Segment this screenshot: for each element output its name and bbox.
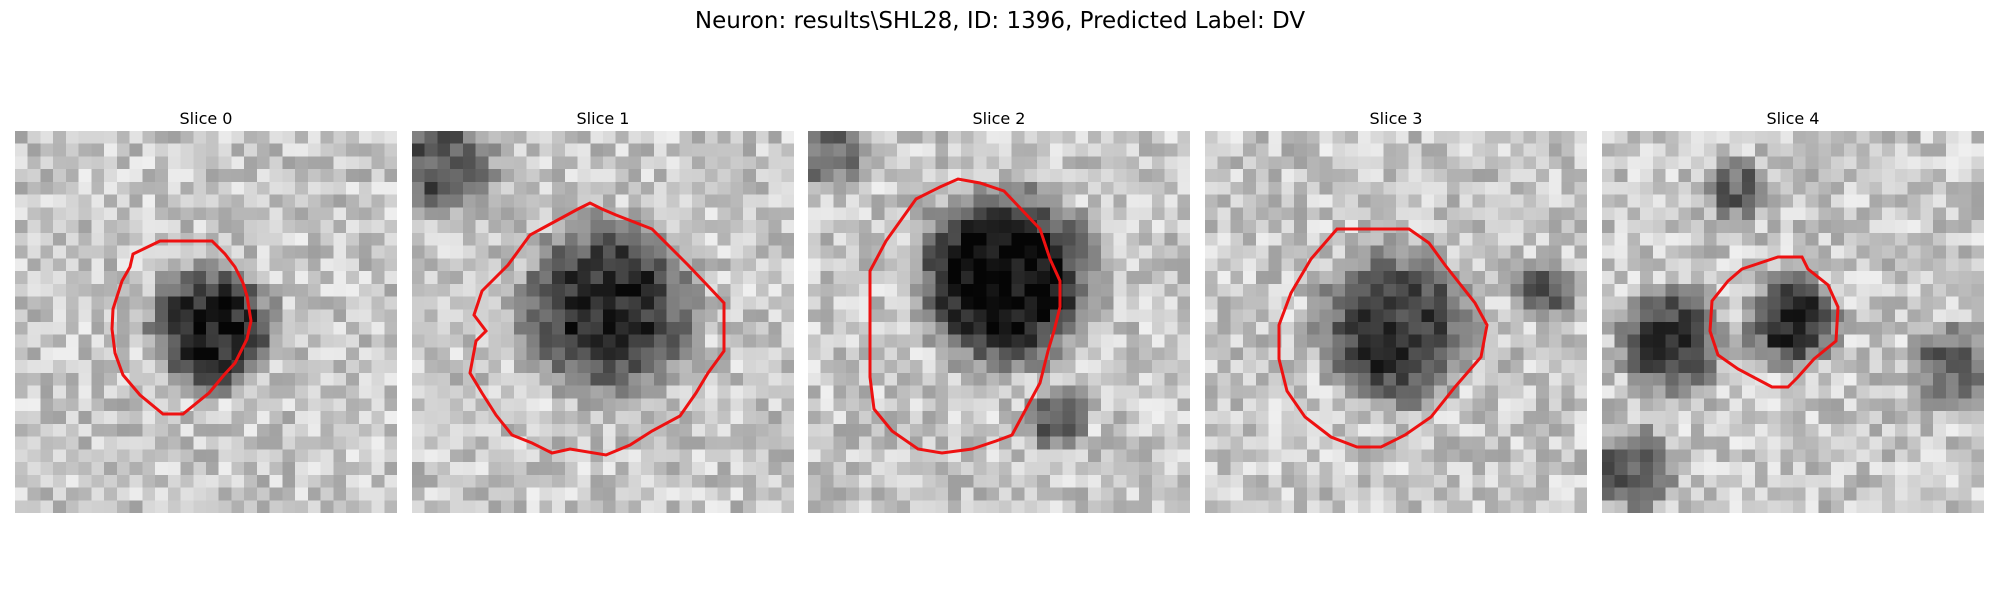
slice-title: Slice 4 bbox=[1766, 109, 1820, 128]
slice-image bbox=[1205, 131, 1587, 513]
segmentation-contour bbox=[468, 201, 726, 457]
slice-image bbox=[412, 131, 794, 513]
contour-outline bbox=[468, 201, 726, 457]
contour-outline bbox=[1708, 255, 1840, 389]
grayscale-slice bbox=[808, 131, 1190, 513]
grayscale-slice bbox=[1205, 131, 1587, 513]
slice-image bbox=[15, 131, 397, 513]
slice-panel-3: Slice 3 bbox=[1205, 108, 1587, 513]
grayscale-slice bbox=[15, 131, 397, 513]
slice-title: Slice 3 bbox=[1369, 109, 1423, 128]
grayscale-slice bbox=[1602, 131, 1984, 513]
slice-title: Slice 0 bbox=[179, 109, 233, 128]
slice-image bbox=[1602, 131, 1984, 513]
contour-outline bbox=[868, 177, 1062, 455]
segmentation-contour bbox=[868, 177, 1062, 455]
segmentation-contour bbox=[1708, 255, 1840, 389]
slice-panel-0: Slice 0 bbox=[15, 108, 397, 513]
grayscale-slice bbox=[412, 131, 794, 513]
contour-outline bbox=[1277, 227, 1489, 449]
slice-panel-2: Slice 2 bbox=[808, 108, 1190, 513]
slice-title: Slice 2 bbox=[972, 109, 1026, 128]
slice-panel-4: Slice 4 bbox=[1602, 108, 1984, 513]
slice-image bbox=[808, 131, 1190, 513]
contour-outline bbox=[110, 239, 253, 416]
slice-title: Slice 1 bbox=[576, 109, 630, 128]
segmentation-contour bbox=[110, 239, 253, 416]
figure-title: Neuron: results\SHL28, ID: 1396, Predict… bbox=[694, 8, 1306, 34]
segmentation-contour bbox=[1277, 227, 1489, 449]
slice-panel-1: Slice 1 bbox=[412, 108, 794, 513]
